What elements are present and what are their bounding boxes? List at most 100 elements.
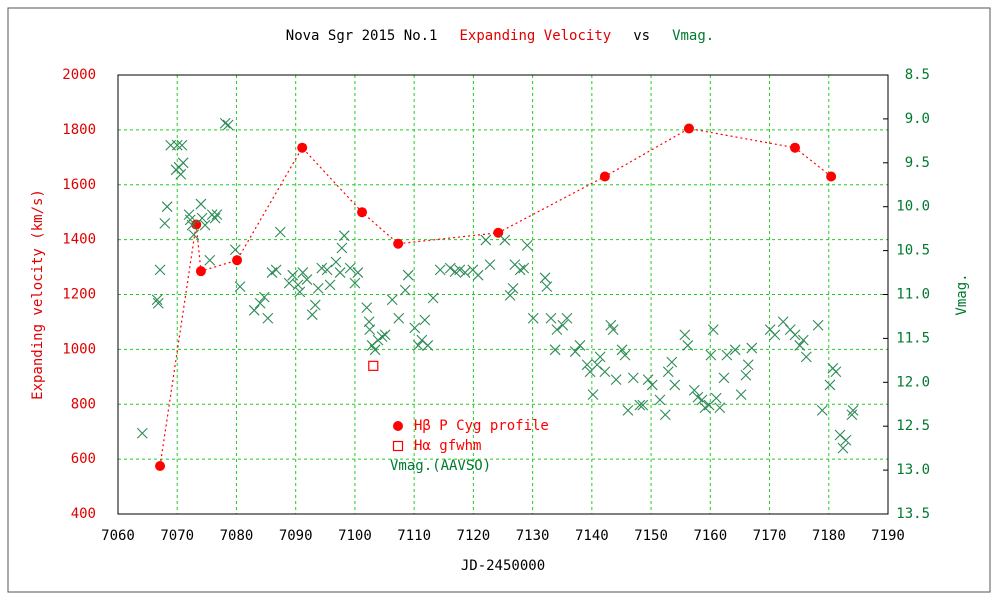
data-point <box>688 384 700 396</box>
data-point <box>794 340 806 351</box>
y-axis-label: Expanding velocity (km/s) <box>30 189 46 400</box>
data-point <box>321 264 333 276</box>
data-point <box>254 297 266 309</box>
x-tick-label: 7090 <box>279 528 313 544</box>
data-point <box>376 331 388 343</box>
x-tick-label: 7120 <box>457 528 491 544</box>
data-point <box>472 269 484 281</box>
data-point <box>361 302 373 314</box>
y2-tick-label: 10.5 <box>896 243 930 259</box>
x-axis-label: JD-2450000 <box>461 558 545 574</box>
data-point <box>159 217 171 229</box>
title-part: Expanding Velocity <box>459 28 611 44</box>
data-point <box>306 309 318 321</box>
y2-tick-label: 12.0 <box>896 374 930 390</box>
data-point <box>539 272 551 284</box>
y-tick-label: 400 <box>71 506 96 522</box>
data-point <box>188 229 200 241</box>
data-point <box>234 281 246 292</box>
data-point <box>634 399 646 411</box>
data-point <box>209 212 221 224</box>
data-point <box>309 299 321 311</box>
data-point <box>800 351 812 363</box>
data-point <box>386 294 398 306</box>
data-point <box>195 198 207 210</box>
data-point <box>338 230 350 242</box>
x-tick-label: 7180 <box>812 528 846 544</box>
data-point <box>659 409 671 421</box>
data-point <box>196 212 208 224</box>
data-point <box>710 392 722 404</box>
chart-title: Nova Sgr 2015 No.1 Expanding Velocity vs Vm… <box>286 28 714 44</box>
data-point <box>195 266 206 277</box>
data-point <box>790 142 801 153</box>
data-point <box>642 374 654 386</box>
data-point <box>352 267 364 278</box>
data-point <box>545 312 557 324</box>
data-point <box>527 312 539 324</box>
data-point <box>837 442 849 454</box>
data-point <box>830 366 842 378</box>
data-point <box>393 238 404 249</box>
data-point <box>705 349 717 361</box>
x-tick-label: 7100 <box>338 528 372 544</box>
data-point <box>826 171 837 182</box>
data-point <box>551 324 563 336</box>
data-point <box>297 267 309 278</box>
data-point <box>679 329 691 341</box>
legend-marker <box>393 421 403 431</box>
data-point <box>622 405 634 416</box>
legend-label: Hα gfwhm <box>414 438 481 454</box>
data-point <box>669 379 681 391</box>
x-tick-label: 7080 <box>220 528 254 544</box>
data-point <box>301 274 313 285</box>
data-point <box>646 379 658 391</box>
y2-tick-label: 8.5 <box>905 67 930 83</box>
y-tick-label: 1400 <box>62 232 96 248</box>
y-tick-label: 1600 <box>62 177 96 193</box>
data-point <box>824 379 836 391</box>
data-point <box>357 207 368 218</box>
data-point <box>270 264 282 276</box>
data-point <box>682 340 694 351</box>
data-point <box>493 227 504 238</box>
data-point <box>232 255 243 266</box>
data-point <box>569 346 581 357</box>
data-point <box>155 460 166 471</box>
data-point <box>454 264 466 276</box>
data-point <box>434 264 446 276</box>
data-point <box>330 256 342 268</box>
data-point <box>812 319 824 331</box>
data-point <box>616 344 628 356</box>
data-point <box>229 244 241 256</box>
data-point <box>154 264 166 276</box>
data-point <box>248 304 260 316</box>
data-point <box>507 282 519 294</box>
x-tick-label: 7150 <box>634 528 668 544</box>
data-point <box>368 360 379 371</box>
data-point <box>480 234 492 246</box>
data-point <box>557 319 569 331</box>
data-point <box>324 279 336 291</box>
data-point <box>619 349 631 361</box>
data-point <box>151 294 163 306</box>
data-point <box>797 334 809 346</box>
data-point <box>297 142 308 153</box>
data-point <box>393 312 405 324</box>
data-point <box>444 262 456 274</box>
x-tick-label: 7170 <box>753 528 787 544</box>
legend-label: Hβ P Cyg profile <box>414 418 549 434</box>
data-point <box>746 342 758 354</box>
data-point <box>334 267 346 278</box>
data-point <box>186 219 198 231</box>
title-text: Nova Sgr 2015 No.1 Expanding Velocity vs Vm… <box>286 28 714 44</box>
x-tick-label: 7160 <box>693 528 727 544</box>
y-tick-label: 2000 <box>62 67 96 83</box>
data-point <box>283 277 295 289</box>
data-point <box>729 344 741 356</box>
data-point <box>171 139 183 151</box>
y2-tick-label: 12.5 <box>896 418 930 434</box>
data-point <box>499 234 511 246</box>
data-point <box>292 279 304 291</box>
